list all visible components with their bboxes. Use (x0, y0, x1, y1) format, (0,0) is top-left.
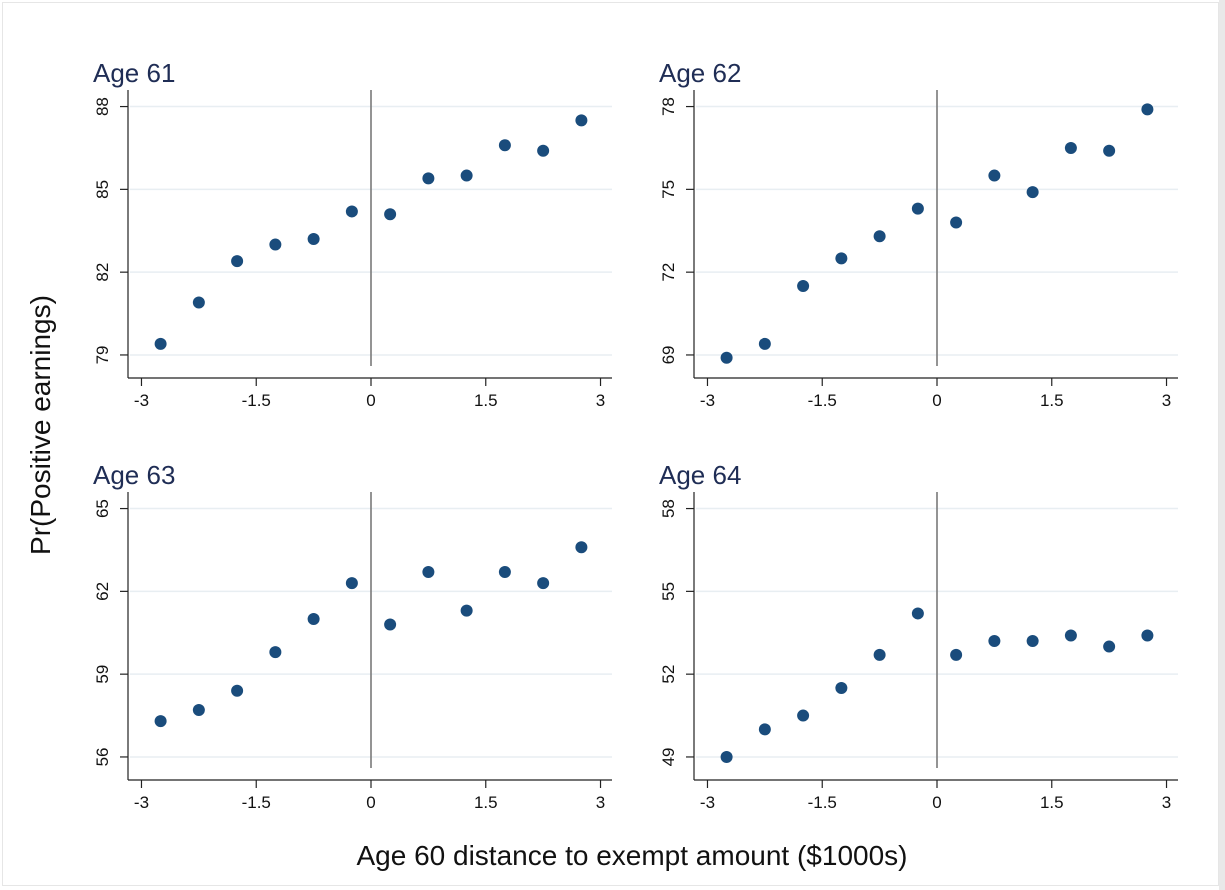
x-tick-label: -3 (134, 391, 149, 410)
y-tick-label: 79 (93, 345, 112, 364)
data-point (1103, 640, 1116, 653)
panel-2: 69 72 75 78 -3 -1.5 0 1.5 3 Age 62 (659, 58, 1178, 410)
data-point (307, 612, 320, 625)
y-tick-label: 72 (659, 263, 678, 282)
data-point (231, 255, 244, 268)
x-tick-label: 1.5 (1040, 793, 1064, 812)
data-point (460, 604, 473, 617)
data-point (1103, 144, 1116, 157)
data-point (911, 202, 924, 215)
data-point (192, 704, 205, 717)
data-point (835, 681, 848, 694)
data-point (345, 205, 358, 218)
data-point (537, 577, 550, 590)
data-point (988, 169, 1001, 182)
data-point (1026, 186, 1039, 199)
data-point (950, 216, 963, 229)
data-point (384, 208, 397, 221)
data-point (269, 646, 282, 659)
x-tick-label: 3 (596, 793, 605, 812)
x-tick-label: 0 (932, 793, 941, 812)
data-point (1064, 629, 1077, 642)
y-tick-label: 88 (93, 97, 112, 116)
panel-title: Age 64 (659, 460, 741, 490)
data-point (537, 144, 550, 157)
data-point (345, 577, 358, 590)
data-point (797, 709, 810, 722)
y-tick-label: 78 (659, 97, 678, 116)
x-tick-label: 1.5 (474, 793, 498, 812)
y-axis-title: Pr(Positive earnings) (25, 295, 56, 555)
data-point (1141, 103, 1154, 116)
x-tick-label: 0 (366, 391, 375, 410)
data-point (720, 750, 733, 763)
x-tick-label: 0 (366, 793, 375, 812)
y-tick-label: 82 (93, 263, 112, 282)
data-point (460, 169, 473, 182)
y-tick-label: 49 (659, 747, 678, 766)
data-point (384, 618, 397, 631)
data-point (231, 684, 244, 697)
panel-title: Age 62 (659, 58, 741, 88)
data-point (758, 337, 771, 350)
x-tick-label: -3 (700, 793, 715, 812)
x-tick-label: 3 (596, 391, 605, 410)
data-point (988, 635, 1001, 648)
y-tick-label: 65 (93, 499, 112, 518)
x-tick-label: 1.5 (474, 391, 498, 410)
x-tick-label: -1.5 (808, 793, 837, 812)
panel-3: 56 59 62 65 -3 -1.5 0 1.5 3 Age 63 (93, 460, 612, 812)
data-point (758, 723, 771, 736)
data-point (154, 715, 167, 728)
panel-title: Age 63 (93, 460, 175, 490)
y-tick-label: 59 (93, 665, 112, 684)
x-tick-label: 3 (1162, 391, 1171, 410)
y-tick-label: 58 (659, 499, 678, 518)
data-point (720, 351, 733, 364)
y-tick-label: 85 (93, 180, 112, 199)
data-point (154, 337, 167, 350)
data-point (873, 230, 886, 243)
data-point (192, 296, 205, 309)
edge-strip (1219, 0, 1225, 890)
data-point (422, 566, 435, 579)
x-axis-title: Age 60 distance to exempt amount ($1000s… (356, 840, 907, 871)
data-point (911, 607, 924, 620)
data-point (498, 566, 511, 579)
x-tick-label: -3 (134, 793, 149, 812)
y-tick-label: 52 (659, 665, 678, 684)
y-tick-label: 69 (659, 345, 678, 364)
x-tick-label: -1.5 (242, 793, 271, 812)
x-tick-label: -1.5 (808, 391, 837, 410)
x-tick-label: -3 (700, 391, 715, 410)
data-point (575, 114, 588, 127)
y-tick-label: 56 (93, 747, 112, 766)
x-tick-label: 0 (932, 391, 941, 410)
data-point (950, 648, 963, 661)
panel-1: 79 82 85 88 -3 -1.5 0 1.5 3 Age 61 (93, 58, 612, 410)
y-tick-label: 62 (93, 582, 112, 601)
y-tick-label: 55 (659, 582, 678, 601)
data-point (575, 541, 588, 554)
x-tick-label: -1.5 (242, 391, 271, 410)
data-point (1141, 629, 1154, 642)
data-point (422, 172, 435, 185)
panel-title: Age 61 (93, 58, 175, 88)
data-point (269, 238, 282, 251)
data-point (835, 252, 848, 265)
x-tick-label: 3 (1162, 793, 1171, 812)
data-point (873, 648, 886, 661)
data-point (498, 139, 511, 152)
data-point (797, 279, 810, 292)
data-point (307, 233, 320, 246)
data-point (1026, 635, 1039, 648)
y-tick-label: 75 (659, 180, 678, 199)
data-point (1064, 141, 1077, 154)
x-tick-label: 1.5 (1040, 391, 1064, 410)
panel-4: 49 52 55 58 -3 -1.5 0 1.5 3 Age 64 (659, 460, 1178, 812)
